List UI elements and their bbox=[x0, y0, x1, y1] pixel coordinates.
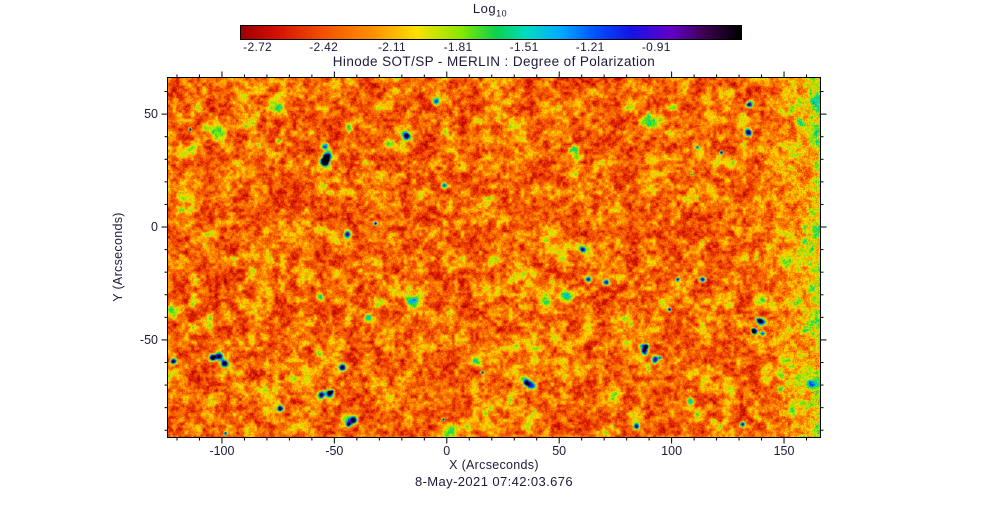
y-axis-label: Y (Arcseconds) bbox=[111, 212, 125, 302]
colorbar-tick-label: -0.91 bbox=[641, 40, 671, 54]
plot-title: Hinode SOT/SP - MERLIN : Degree of Polar… bbox=[332, 54, 656, 69]
x-tick-label: 0 bbox=[443, 444, 451, 458]
y-tick-label: 0 bbox=[151, 220, 158, 235]
colorbar-tick-label: -1.51 bbox=[509, 40, 539, 54]
x-tick-label: -50 bbox=[325, 444, 344, 458]
x-tick-label: 150 bbox=[773, 444, 795, 458]
colorbar bbox=[240, 25, 742, 40]
y-tick-label: 50 bbox=[144, 107, 158, 122]
y-tick-label: -50 bbox=[139, 332, 158, 347]
colorbar-tick-label: -1.81 bbox=[443, 40, 473, 54]
colorbar-title-base: Log bbox=[472, 1, 497, 16]
colorbar-tick-label: -1.21 bbox=[575, 40, 605, 54]
colorbar-tick-label: -2.72 bbox=[243, 40, 273, 54]
x-tick-label: -100 bbox=[209, 444, 235, 458]
colorbar-tick-label: -2.42 bbox=[309, 40, 339, 54]
colorbar-title: Log10 bbox=[240, 1, 740, 19]
colorbar-tick-labels: -2.72 -2.42 -2.11 -1.81 -1.51 -1.21 -0.91 bbox=[0, 40, 985, 54]
x-tick-label: 50 bbox=[552, 444, 567, 458]
x-tick-label: 100 bbox=[661, 444, 683, 458]
x-axis-label: X (Arcseconds) bbox=[449, 458, 539, 472]
timestamp: 8-May-2021 07:42:03.676 bbox=[414, 474, 574, 489]
colorbar-tick-label: -2.11 bbox=[377, 40, 406, 54]
polarization-map bbox=[168, 78, 820, 437]
colorbar-title-sub: 10 bbox=[496, 8, 508, 19]
